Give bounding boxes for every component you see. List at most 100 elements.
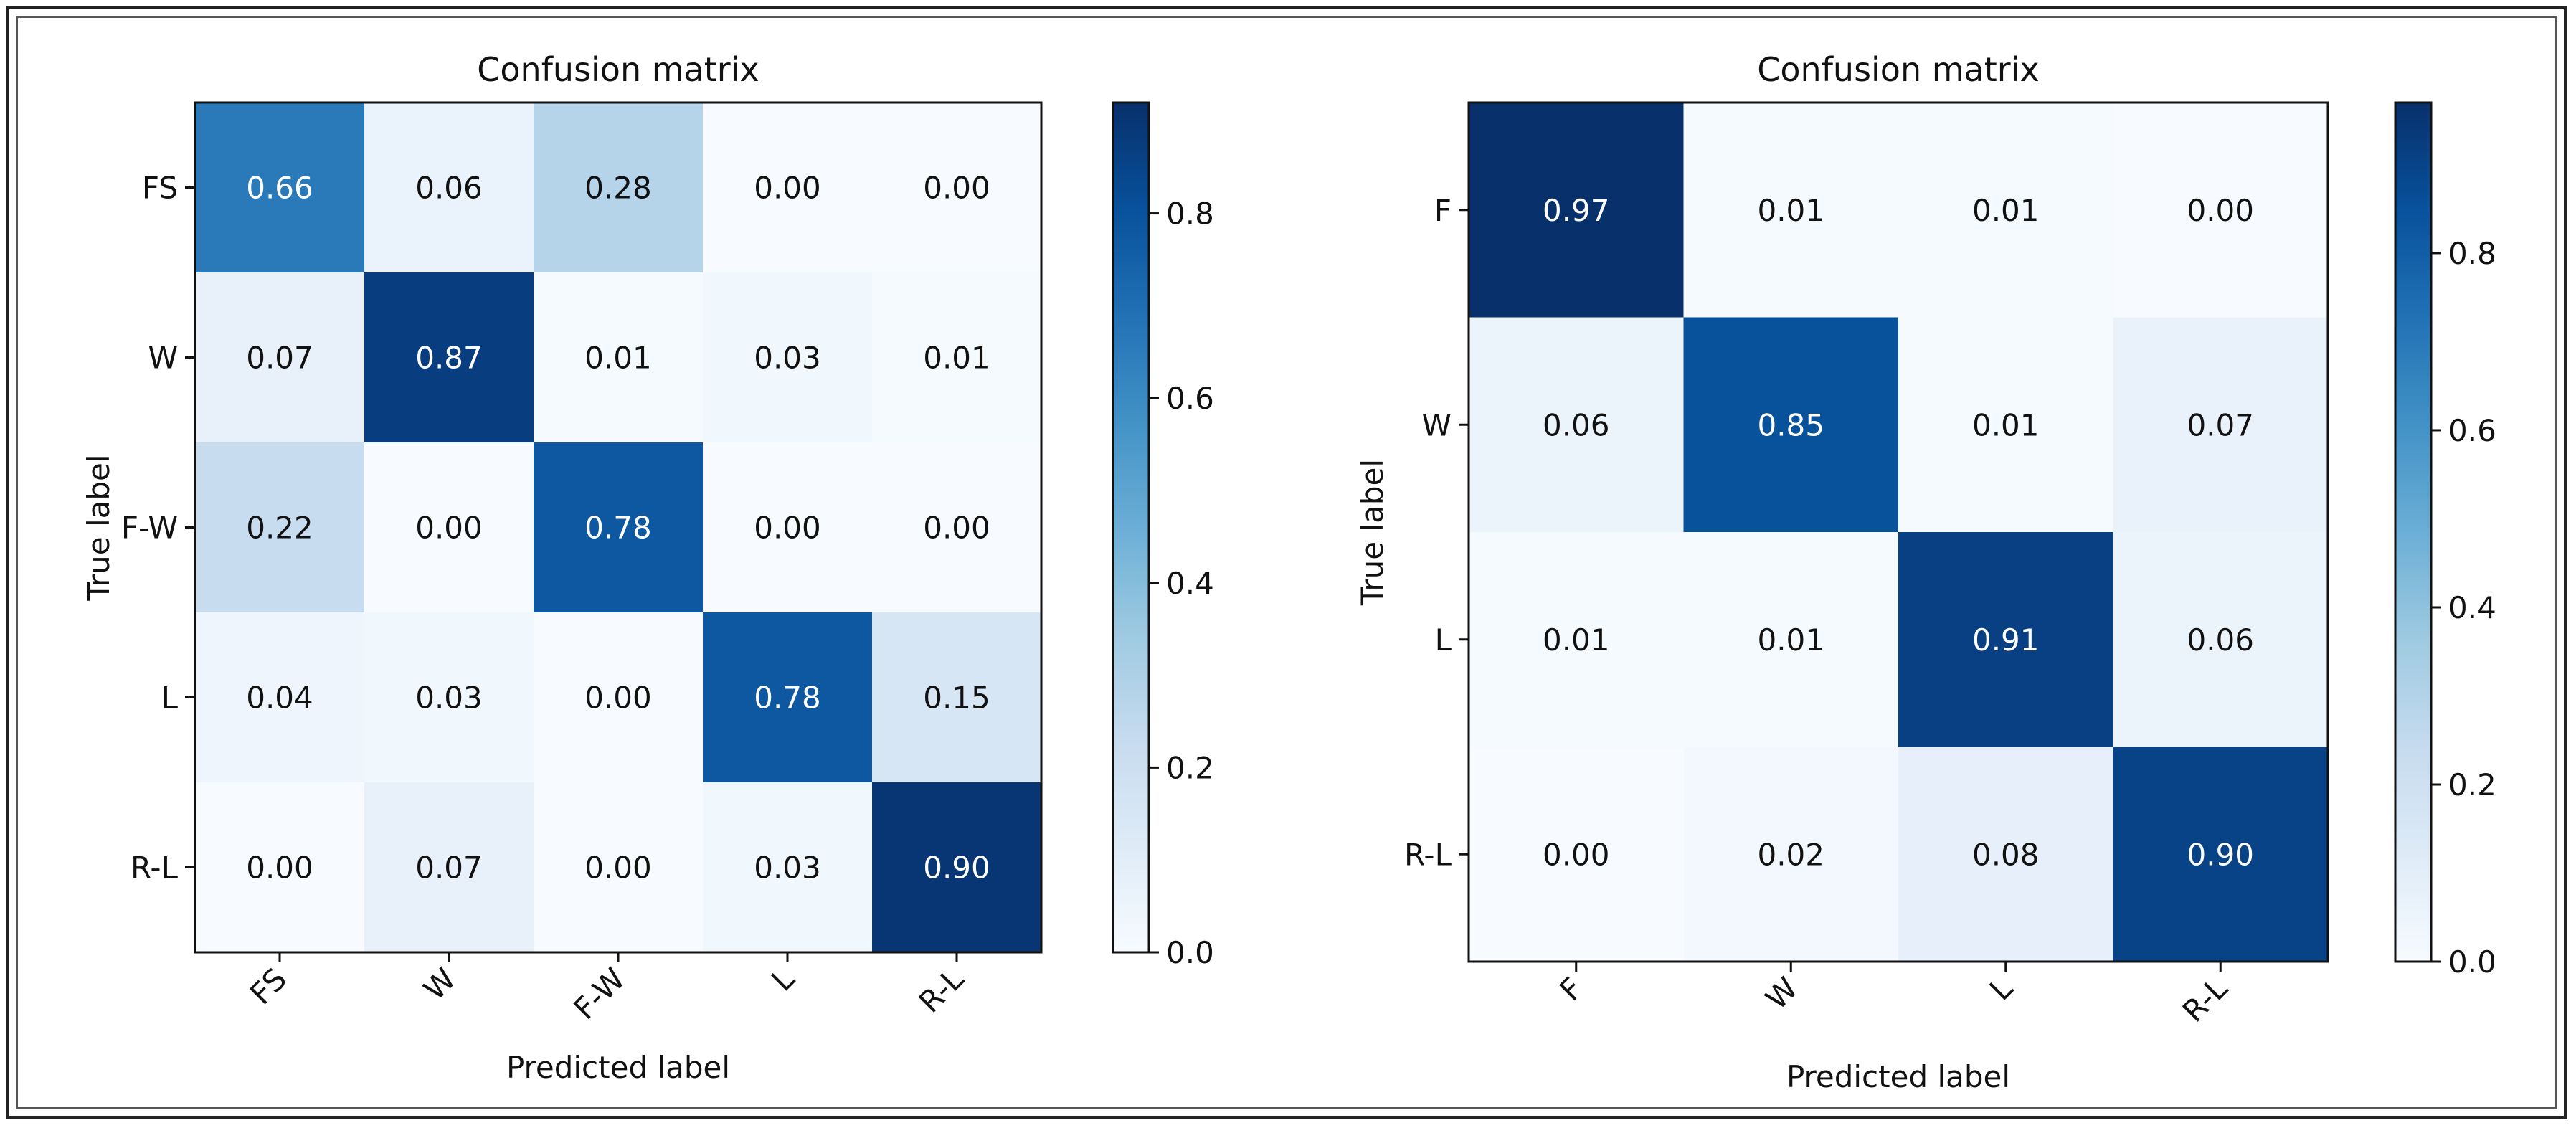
colorbar — [1112, 101, 1150, 954]
cell-value-label: 0.00 — [1543, 837, 1610, 872]
x-axis-label: Predicted label — [1786, 1059, 2010, 1094]
cell-value-label: 0.00 — [923, 171, 990, 206]
cell-value-label: 0.01 — [1757, 193, 1824, 228]
colorbar-tick-label: 0.4 — [2448, 590, 2496, 625]
cell-value-label: 0.03 — [754, 850, 821, 886]
matrix-cell — [1469, 103, 1684, 318]
x-tick-label: R-L — [2176, 970, 2235, 1029]
confusion-matrix-left: Confusion matrix 0.66 0.06 0.28 0.00 0.00 0.07… — [81, 50, 1214, 1085]
cell-value-label: 0.00 — [2187, 193, 2254, 228]
matrix-cell — [195, 103, 365, 273]
y-tick-label: L — [161, 681, 179, 716]
plot-frame — [1467, 101, 2329, 963]
cell-value-label: 0.15 — [923, 681, 990, 716]
matrix-cell — [534, 103, 704, 273]
matrix-cell — [195, 782, 365, 953]
matrix-cell — [534, 272, 704, 443]
y-axis-label: True label — [81, 454, 116, 601]
y-tick-label: R-L — [1404, 837, 1452, 872]
confusion-matrix-right: Confusion matrix 0.97 0.01 0.01 0.00 0.06 0.85… — [1355, 50, 2496, 1094]
x-tick-label: F — [1553, 970, 1590, 1008]
cell-value-label: 0.06 — [415, 171, 483, 206]
cell-value-label: 0.07 — [246, 341, 313, 376]
cell-value-label: 0.06 — [1543, 407, 1610, 442]
x-tick-label: F-W — [567, 961, 632, 1026]
matrix-cell — [1898, 317, 2113, 533]
matrix-cell — [1683, 747, 1899, 962]
colorbar-tick-label: 0.2 — [2448, 767, 2496, 802]
matrix-cell — [534, 782, 704, 953]
cell-value-label: 0.66 — [246, 171, 313, 206]
colorbar-tick-label: 0.6 — [2448, 413, 2496, 448]
matrix-cell — [2113, 532, 2329, 747]
cell-value-label: 0.22 — [246, 511, 313, 546]
colorbar-tick-label: 0.0 — [2448, 944, 2496, 980]
colorbar-tick-label: 0.8 — [1166, 196, 1214, 232]
cell-value-label: 0.00 — [754, 511, 821, 546]
matrix-cell — [872, 782, 1042, 953]
matrix-cell — [1683, 532, 1899, 747]
cell-value-label: 0.01 — [584, 341, 652, 376]
cell-value-label: 0.78 — [584, 511, 652, 546]
x-tick-label: W — [1758, 970, 1804, 1016]
cell-value-label: 0.07 — [415, 850, 483, 886]
matrix-cell — [703, 612, 873, 783]
matrix-cell — [364, 272, 534, 443]
matrix-cell — [2113, 103, 2329, 318]
matrix-cell — [534, 442, 704, 613]
cell-value-label: 0.01 — [1972, 407, 2040, 442]
cell-value-label: 0.01 — [1543, 622, 1610, 658]
matrix-cell — [703, 782, 873, 953]
matrix-cell — [1469, 747, 1684, 962]
y-tick-label: W — [148, 341, 178, 376]
matrix-cell — [364, 442, 534, 613]
cell-value-label: 0.07 — [2187, 407, 2254, 442]
colorbar-tick-label: 0.0 — [1166, 935, 1214, 970]
figure-outer-border — [6, 6, 2567, 1119]
matrix-cell — [872, 272, 1042, 443]
chart-title: Confusion matrix — [1757, 50, 2039, 89]
matrix-cell — [872, 612, 1042, 783]
cell-value-label: 0.03 — [415, 681, 483, 716]
x-tick-label: W — [417, 961, 463, 1007]
matrix-cell — [1683, 317, 1899, 533]
colorbar-tick-label: 0.8 — [2448, 236, 2496, 271]
cell-value-label: 0.90 — [2187, 837, 2254, 872]
colorbar-tick-label: 0.4 — [1166, 566, 1214, 601]
matrix-cell — [1683, 103, 1899, 318]
matrix-cell — [703, 442, 873, 613]
y-axis-label: True label — [1355, 459, 1390, 606]
cell-value-label: 0.00 — [246, 850, 313, 886]
matrix-cell — [534, 612, 704, 783]
cell-value-label: 0.00 — [584, 850, 652, 886]
matrix-cell — [872, 103, 1042, 273]
colorbar-tick-label: 0.6 — [1166, 381, 1214, 416]
x-tick-label: L — [764, 961, 802, 998]
y-tick-label: L — [1435, 622, 1452, 658]
matrix-cell — [1898, 747, 2113, 962]
matrix-cell — [872, 442, 1042, 613]
matrix-cell — [364, 782, 534, 953]
x-tick-label: FS — [243, 961, 293, 1011]
x-tick-label: R-L — [912, 961, 971, 1020]
matrix-cell — [364, 612, 534, 783]
colorbar — [2394, 101, 2433, 963]
matrix-cell — [703, 103, 873, 273]
matrix-cell — [2113, 317, 2329, 533]
cell-value-label: 0.04 — [246, 681, 313, 716]
cell-value-label: 0.00 — [584, 681, 652, 716]
cell-value-label: 0.02 — [1757, 837, 1824, 872]
matrix-cell — [1469, 317, 1684, 533]
cell-value-label: 0.01 — [1972, 193, 2040, 228]
figure-inner-border — [16, 16, 2557, 1109]
y-tick-label: F-W — [121, 511, 178, 546]
cell-value-label: 0.90 — [923, 850, 990, 886]
cell-value-label: 0.28 — [584, 171, 652, 206]
cell-value-label: 0.08 — [1972, 837, 2040, 872]
cell-value-label: 0.00 — [754, 171, 821, 206]
y-tick-label: F — [1434, 193, 1452, 228]
y-tick-label: R-L — [131, 850, 179, 886]
matrix-cell — [1469, 532, 1684, 747]
matrix-cell — [195, 272, 365, 443]
